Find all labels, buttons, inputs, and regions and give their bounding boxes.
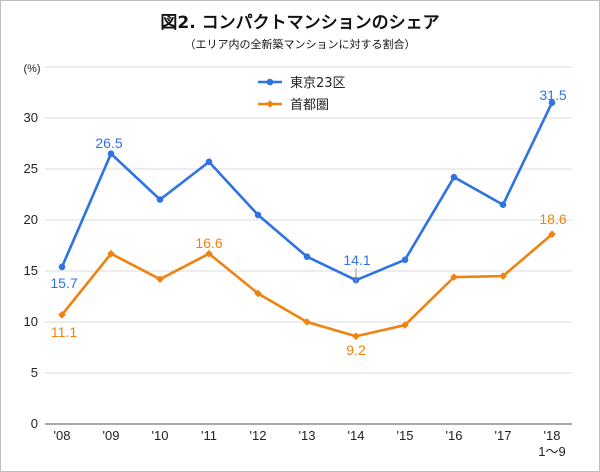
- data-label: 15.7: [50, 275, 77, 291]
- x-tick-label: '14: [348, 428, 365, 443]
- data-point: [352, 332, 360, 341]
- data-point: [156, 275, 164, 283]
- y-tick-label: 5: [31, 365, 38, 380]
- x-tick-label: '17: [495, 428, 512, 443]
- data-label: 14.1: [343, 252, 370, 268]
- legend-label: 首都圏: [290, 98, 329, 113]
- data-point: [254, 289, 262, 298]
- chart-title: 図2. コンパクトマンションのシェア: [160, 13, 440, 33]
- x-tick-label: '09: [103, 428, 120, 443]
- data-point: [303, 318, 311, 326]
- legend-marker: [266, 78, 274, 86]
- y-tick-label: 0: [31, 416, 38, 431]
- data-point: [58, 263, 66, 271]
- legend-marker: [266, 100, 274, 108]
- legend-label: 東京23区: [290, 75, 346, 91]
- y-tick-label: 15: [24, 263, 38, 278]
- data-point: [58, 311, 66, 319]
- chart-subtitle: （エリア内の全新築マンションに対する割合）: [184, 38, 416, 51]
- data-point: [450, 173, 458, 181]
- data-point: [107, 249, 115, 258]
- data-point: [548, 99, 556, 106]
- y-tick-label: 25: [24, 161, 38, 176]
- data-label: 18.6: [539, 211, 566, 227]
- data-label: 26.5: [95, 135, 122, 151]
- data-point: [401, 321, 409, 329]
- data-point: [205, 158, 213, 166]
- data-point: [450, 273, 458, 281]
- x-tick-label: '15: [397, 428, 414, 443]
- data-point: [401, 256, 409, 264]
- data-label: 9.2: [346, 342, 366, 358]
- y-tick-label: 30: [24, 110, 38, 125]
- x-tick-label: '10: [152, 428, 169, 443]
- data-point: [254, 211, 262, 219]
- x-tick-label: '16: [446, 428, 463, 443]
- data-label: 31.5: [539, 87, 566, 103]
- data-point: [156, 196, 164, 203]
- y-axis-unit: (%): [23, 63, 40, 75]
- x-tick-label: '08: [54, 428, 71, 443]
- data-point: [107, 150, 115, 157]
- y-tick-label: 10: [24, 314, 38, 329]
- data-point: [499, 201, 507, 208]
- x-tick-label: '18: [544, 428, 561, 443]
- x-tick-label: '11: [201, 428, 217, 443]
- data-point: [548, 230, 556, 239]
- data-label: 11.1: [51, 324, 77, 340]
- data-point: [499, 272, 507, 280]
- y-tick-label: 20: [24, 212, 38, 227]
- data-point: [205, 249, 213, 258]
- x-tick-sublabel: 1～9: [538, 444, 565, 459]
- data-label: 16.6: [195, 235, 222, 251]
- x-tick-label: '13: [299, 428, 316, 443]
- data-point: [303, 253, 311, 261]
- x-tick-label: '12: [250, 428, 267, 443]
